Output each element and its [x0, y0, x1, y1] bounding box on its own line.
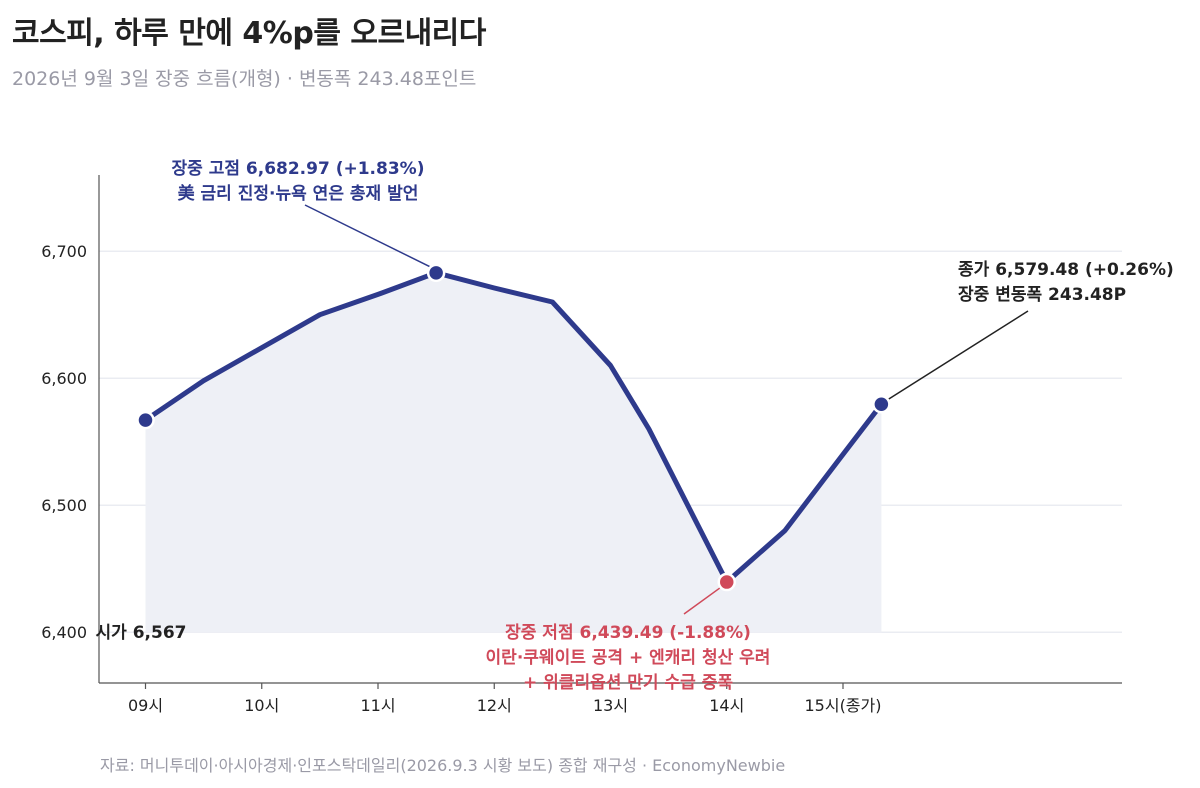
y-tick-label: 6,400 [41, 623, 87, 642]
open-label: 시가 6,567 [96, 623, 187, 643]
x-tick-label: 13시 [593, 696, 628, 715]
y-tick-label: 6,500 [41, 496, 87, 515]
y-tick-labels: 6,400 6,500 6,600 6,700 [41, 242, 87, 642]
close-label-line1: 종가 6,579.48 (+0.26%) [958, 260, 1174, 280]
point-marker [872, 395, 891, 414]
x-tick-label: 15시(종가) [804, 696, 881, 715]
high-label-line2: 美 금리 진정·뉴욕 연은 총재 발언 [178, 183, 419, 204]
y-tick-label: 6,600 [41, 369, 87, 388]
low-leader-line [683, 587, 721, 615]
x-tick-label: 12시 [477, 696, 512, 715]
point-marker [426, 263, 446, 283]
point-markers [136, 263, 891, 592]
low-label-line2: 이란·쿠웨이트 공격 + 엔캐리 청산 우려 [486, 647, 771, 668]
high-label-line1: 장중 고점 6,682.97 (+1.83%) [172, 159, 425, 179]
page-subtitle: 2026년 9월 3일 장중 흐름(개형) · 변동폭 243.48포인트 [12, 68, 477, 90]
point-marker [717, 572, 736, 592]
y-tick-label: 6,700 [41, 242, 87, 261]
source-note: 자료: 머니투데이·아시아경제·인포스탁데일리(2026.9.3 시황 보도) … [100, 756, 786, 775]
close-label-line2: 장중 변동폭 243.48P [958, 285, 1126, 305]
area-fill [145, 272, 882, 633]
low-label-line1: 장중 저점 6,439.49 (-1.88%) [505, 623, 751, 643]
x-tick-label: 10시 [244, 696, 279, 715]
x-tick-label: 09시 [128, 696, 163, 715]
x-tick-label: 14시 [709, 696, 744, 715]
x-tick-labels: 09시 10시 11시 12시 13시 14시 15시(종가) [128, 683, 882, 715]
page-title: 코스피, 하루 만에 4%p를 오르내리다 [12, 16, 486, 51]
low-label-line3: + 위클리옵션 만기 수급 증폭 [523, 673, 733, 693]
close-leader-line [887, 310, 1029, 400]
high-leader-line [304, 204, 431, 268]
x-tick-label: 11시 [360, 696, 395, 715]
series-line [143, 270, 884, 585]
point-marker [136, 410, 155, 430]
